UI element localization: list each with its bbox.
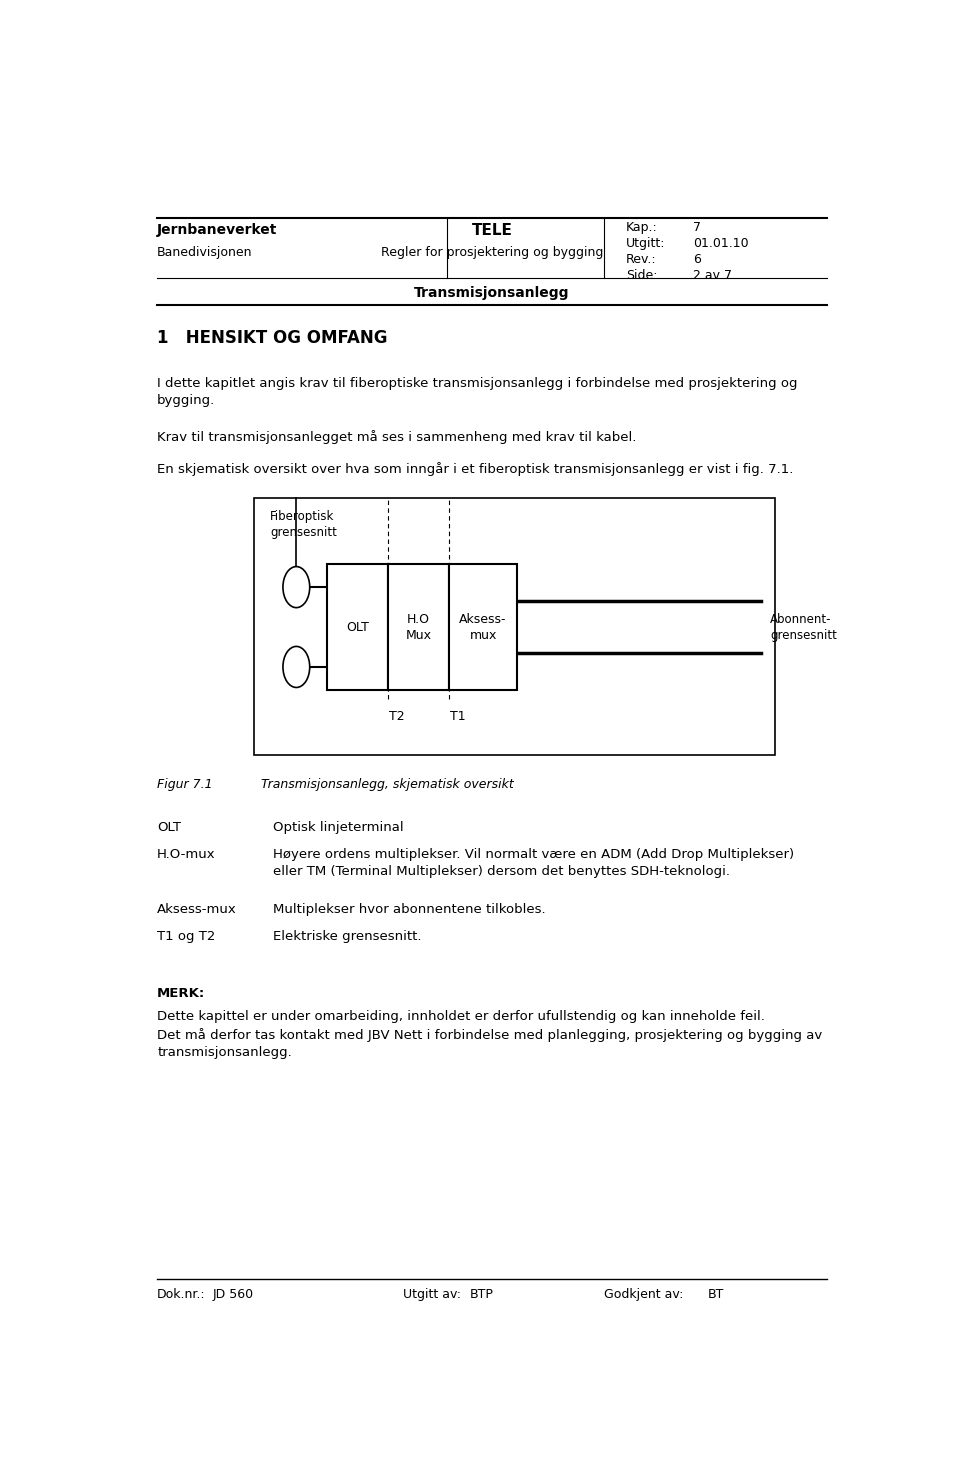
Text: Utgitt:: Utgitt: xyxy=(626,237,665,250)
Text: MERK:: MERK: xyxy=(157,988,205,1000)
Text: En skjematisk oversikt over hva som inngår i et fiberoptisk transmisjonsanlegg e: En skjematisk oversikt over hva som inng… xyxy=(157,462,794,475)
Text: H.O
Mux: H.O Mux xyxy=(405,613,431,641)
Text: Elektriske grensesnitt.: Elektriske grensesnitt. xyxy=(273,930,421,943)
Text: Jernbaneverket: Jernbaneverket xyxy=(157,224,277,237)
Text: Kap.:: Kap.: xyxy=(626,221,658,234)
FancyBboxPatch shape xyxy=(326,564,388,690)
FancyBboxPatch shape xyxy=(449,564,517,690)
Text: Høyere ordens multiplekser. Vil normalt være en ADM (Add Drop Multiplekser)
elle: Høyere ordens multiplekser. Vil normalt … xyxy=(273,849,794,878)
Text: Fiberoptisk
grensesnitt: Fiberoptisk grensesnitt xyxy=(271,509,337,539)
Text: TELE: TELE xyxy=(471,224,513,238)
Text: I dette kapitlet angis krav til fiberoptiske transmisjonsanlegg i forbindelse me: I dette kapitlet angis krav til fiberopt… xyxy=(157,378,798,407)
Text: BTP: BTP xyxy=(469,1288,493,1302)
Text: BT: BT xyxy=(708,1288,724,1302)
Text: Optisk linjeterminal: Optisk linjeterminal xyxy=(273,820,403,834)
Text: JD 560: JD 560 xyxy=(213,1288,254,1302)
Text: Utgitt av:: Utgitt av: xyxy=(403,1288,461,1302)
Text: T1: T1 xyxy=(450,711,466,723)
Text: Transmisjonsanlegg, skjematisk oversikt: Transmisjonsanlegg, skjematisk oversikt xyxy=(261,778,515,791)
Text: OLT: OLT xyxy=(157,820,181,834)
Circle shape xyxy=(283,567,310,607)
Text: Transmisjonsanlegg: Transmisjonsanlegg xyxy=(415,286,569,301)
Text: Dette kapittel er under omarbeiding, innholdet er derfor ufullstendig og kan inn: Dette kapittel er under omarbeiding, inn… xyxy=(157,1010,823,1059)
Text: Banedivisjonen: Banedivisjonen xyxy=(157,246,252,259)
Text: 1   HENSIKT OG OMFANG: 1 HENSIKT OG OMFANG xyxy=(157,329,388,348)
Text: H.O-mux: H.O-mux xyxy=(157,849,216,862)
Text: Multiplekser hvor abonnentene tilkobles.: Multiplekser hvor abonnentene tilkobles. xyxy=(273,903,545,915)
Text: Aksess-mux: Aksess-mux xyxy=(157,903,237,915)
Text: T2: T2 xyxy=(389,711,404,723)
Text: T1 og T2: T1 og T2 xyxy=(157,930,216,943)
FancyBboxPatch shape xyxy=(253,498,775,755)
Text: Krav til transmisjonsanlegget må ses i sammenheng med krav til kabel.: Krav til transmisjonsanlegget må ses i s… xyxy=(157,429,636,444)
Text: Side:: Side: xyxy=(626,270,658,281)
Text: Abonnent-
grensesnitt: Abonnent- grensesnitt xyxy=(770,613,837,641)
Text: Rev.:: Rev.: xyxy=(626,253,657,267)
Text: OLT: OLT xyxy=(346,621,369,634)
Text: Godkjent av:: Godkjent av: xyxy=(604,1288,683,1302)
Text: 7: 7 xyxy=(693,221,701,234)
Text: Regler for prosjektering og bygging: Regler for prosjektering og bygging xyxy=(381,246,603,259)
Text: 6: 6 xyxy=(693,253,701,267)
Text: Dok.nr.:: Dok.nr.: xyxy=(157,1288,205,1302)
FancyBboxPatch shape xyxy=(388,564,449,690)
Text: 01.01.10: 01.01.10 xyxy=(693,237,749,250)
Circle shape xyxy=(283,646,310,687)
Text: Figur 7.1: Figur 7.1 xyxy=(157,778,213,791)
Text: 2 av 7: 2 av 7 xyxy=(693,270,732,281)
Text: Aksess-
mux: Aksess- mux xyxy=(459,613,507,641)
